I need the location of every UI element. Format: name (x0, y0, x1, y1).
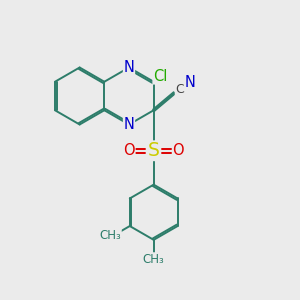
Text: C: C (176, 83, 184, 96)
Text: CH₃: CH₃ (143, 253, 165, 266)
Text: CH₃: CH₃ (99, 229, 121, 242)
Text: Cl: Cl (153, 69, 167, 84)
Text: N: N (184, 75, 195, 90)
Text: S: S (148, 141, 160, 160)
Text: N: N (124, 60, 134, 75)
Text: N: N (124, 117, 134, 132)
Text: O: O (123, 143, 135, 158)
Text: O: O (172, 143, 184, 158)
